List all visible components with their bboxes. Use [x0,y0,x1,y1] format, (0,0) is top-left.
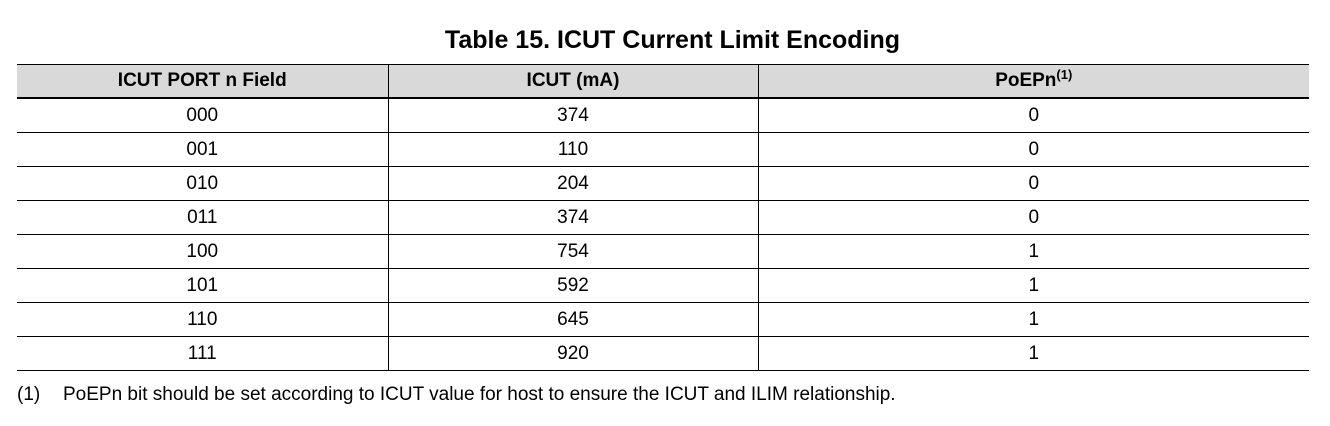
icut-port-field-cell: 111 [17,336,389,371]
column-header-icut-port-field: ICUT PORT n Field [17,64,389,99]
poepn-cell: 0 [757,166,1309,201]
poepn-cell: 0 [757,97,1309,133]
poepn-cell: 1 [757,302,1309,337]
column-header-icut-ma: ICUT (mA) [387,64,759,99]
poepn-cell: 1 [757,268,1309,303]
icut-port-field-cell: 100 [17,234,389,269]
footnote-reference: (1) [1056,67,1073,82]
table-row: 001 110 0 [17,132,1309,167]
table-header-row: ICUT PORT n Field ICUT (mA) PoEPn(1) [17,64,1309,99]
icut-ma-cell: 374 [387,200,759,235]
icut-port-field-cell: 000 [17,97,389,133]
table-row: 111 920 1 [17,336,1309,371]
icut-ma-cell: 592 [387,268,759,303]
table-footnote: (1) PoEPn bit should be set according to … [17,382,896,408]
icut-encoding-table: ICUT PORT n Field ICUT (mA) PoEPn(1) 000… [17,64,1309,371]
icut-ma-cell: 374 [387,97,759,133]
table-row: 010 204 0 [17,166,1309,201]
icut-ma-cell: 920 [387,336,759,371]
footnote-text: PoEPn bit should be set according to ICU… [63,384,896,405]
poepn-cell: 0 [757,200,1309,235]
footnote-marker: (1) [17,384,41,405]
table-row: 101 592 1 [17,268,1309,303]
poepn-cell: 0 [757,132,1309,167]
icut-ma-cell: 754 [387,234,759,269]
column-header-poepn-label: PoEPn [995,70,1057,91]
poepn-cell: 1 [757,336,1309,371]
icut-ma-cell: 110 [387,132,759,167]
icut-port-field-cell: 101 [17,268,389,303]
table-row: 011 374 0 [17,200,1309,235]
poepn-cell: 1 [757,234,1309,269]
table-row: 000 374 0 [17,97,1309,133]
icut-port-field-cell: 001 [17,132,389,167]
column-header-poepn: PoEPn(1) [757,64,1309,99]
icut-port-field-cell: 010 [17,166,389,201]
table-row: 110 645 1 [17,302,1309,337]
icut-port-field-cell: 110 [17,302,389,337]
icut-port-field-cell: 011 [17,200,389,235]
table-title: Table 15. ICUT Current Limit Encoding [444,26,901,54]
icut-ma-cell: 204 [387,166,759,201]
icut-ma-cell: 645 [387,302,759,337]
table-row: 100 754 1 [17,234,1309,269]
